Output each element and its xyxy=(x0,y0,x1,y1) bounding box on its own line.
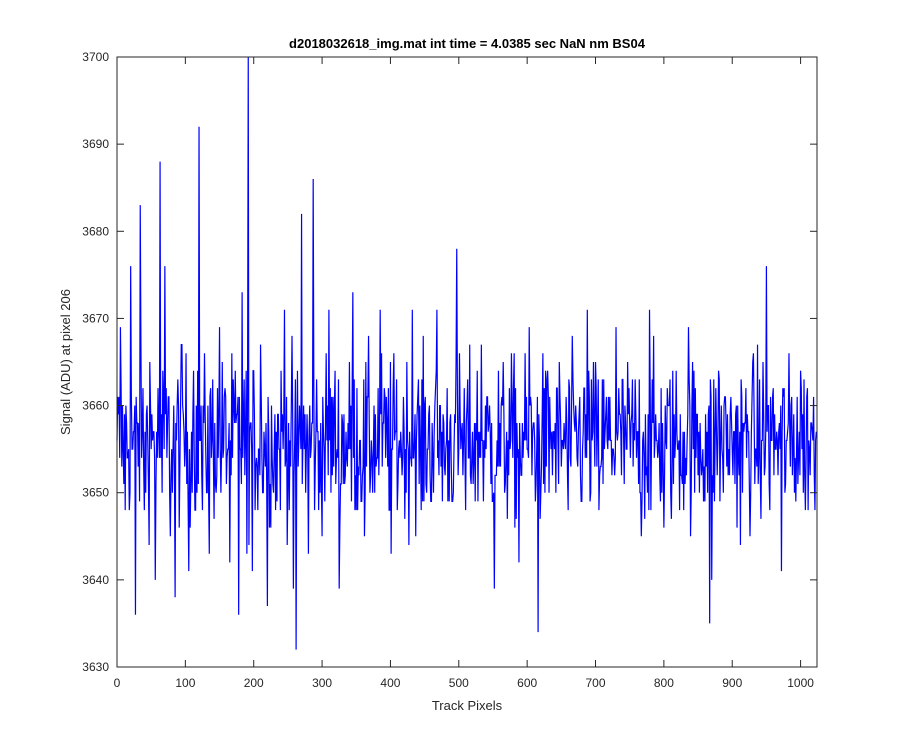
x-tick-label: 0 xyxy=(114,676,121,690)
x-tick-label: 300 xyxy=(312,676,332,690)
x-tick-label: 200 xyxy=(244,676,264,690)
y-tick-label: 3700 xyxy=(82,50,109,64)
x-tick-label: 500 xyxy=(449,676,469,690)
axes-box xyxy=(116,56,818,668)
y-tick-label: 3650 xyxy=(82,486,109,500)
y-axis-label: Signal (ADU) at pixel 206 xyxy=(58,289,73,435)
x-axis-label: Track Pixels xyxy=(432,698,503,713)
x-tick-label: 1000 xyxy=(787,676,814,690)
x-tick-label: 900 xyxy=(722,676,742,690)
x-tick-label: 700 xyxy=(586,676,606,690)
y-tick-label: 3640 xyxy=(82,573,109,587)
x-tick-label: 100 xyxy=(175,676,195,690)
x-tick-label: 600 xyxy=(517,676,537,690)
signal-series-line xyxy=(116,56,817,650)
x-axis: 0 100 200 300 400 500 600 700 800 900 1000 xyxy=(114,57,814,690)
x-tick-label: 400 xyxy=(380,676,400,690)
y-axis: 3630 3640 3650 3660 3670 3680 3690 3700 xyxy=(82,50,817,674)
y-tick-label: 3690 xyxy=(82,137,109,151)
chart-title: d2018032618_img.mat int time = 4.0385 se… xyxy=(289,36,646,51)
series-layer xyxy=(116,56,817,650)
x-tick-label: 800 xyxy=(654,676,674,690)
plot-area xyxy=(117,57,817,667)
y-tick-label: 3630 xyxy=(82,660,109,674)
y-tick-label: 3670 xyxy=(82,311,109,325)
y-tick-label: 3680 xyxy=(82,224,109,238)
y-tick-label: 3660 xyxy=(82,399,109,413)
